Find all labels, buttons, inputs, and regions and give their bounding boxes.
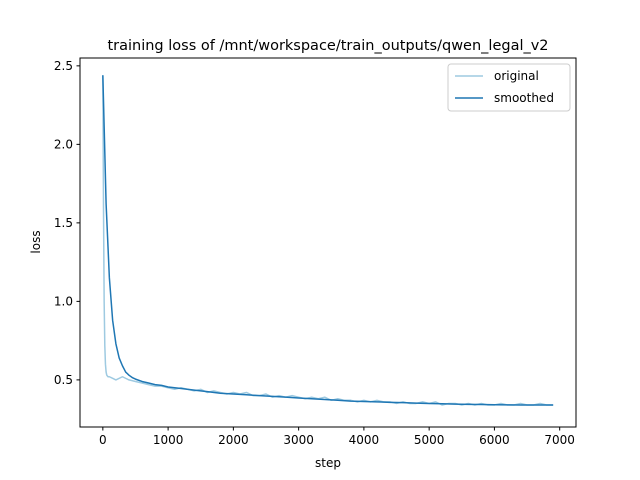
x-axis-label: step xyxy=(315,456,341,470)
x-tick-label: 0 xyxy=(99,433,107,447)
legend-label-smoothed: smoothed xyxy=(494,91,554,105)
y-tick-label: 2.0 xyxy=(54,137,73,151)
x-tick-label: 1000 xyxy=(153,433,184,447)
y-axis-ticks: 0.5 1.0 1.5 2.0 2.5 xyxy=(54,59,80,387)
plot-area xyxy=(102,75,554,406)
x-tick-label: 3000 xyxy=(283,433,314,447)
x-tick-label: 4000 xyxy=(349,433,380,447)
y-tick-label: 0.5 xyxy=(54,373,73,387)
y-tick-label: 2.5 xyxy=(54,59,73,73)
x-tick-label: 7000 xyxy=(544,433,575,447)
x-tick-label: 6000 xyxy=(479,433,510,447)
legend-label-original: original xyxy=(494,69,539,83)
y-axis-label: loss xyxy=(29,230,43,253)
y-tick-label: 1.0 xyxy=(54,294,73,308)
series-line-smoothed xyxy=(102,75,554,406)
x-tick-label: 2000 xyxy=(218,433,249,447)
chart-title: training loss of /mnt/workspace/train_ou… xyxy=(107,38,548,54)
y-tick-label: 1.5 xyxy=(54,216,73,230)
legend: original smoothed xyxy=(447,63,571,112)
x-axis-ticks: 0 1000 2000 3000 4000 5000 6000 7000 xyxy=(99,427,575,447)
axes-frame xyxy=(79,57,577,428)
x-tick-label: 5000 xyxy=(414,433,445,447)
